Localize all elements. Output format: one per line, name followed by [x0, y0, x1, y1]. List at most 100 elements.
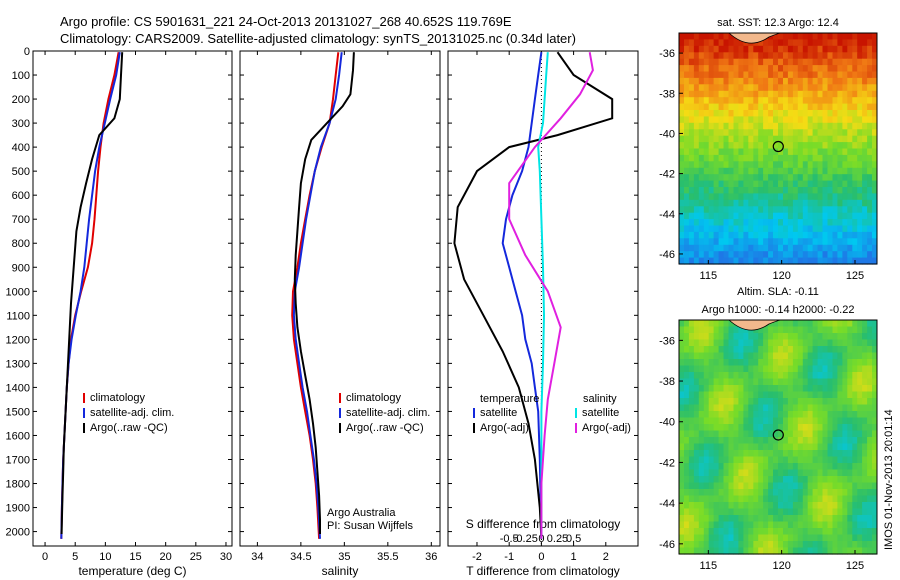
heatmap-cell [797, 206, 804, 214]
heatmap-cell [802, 469, 809, 477]
heatmap-cell [872, 359, 878, 367]
heatmap-cell [688, 508, 695, 516]
heatmap-cell [807, 430, 814, 438]
heatmap-cell [684, 231, 690, 239]
heatmap-cell [827, 352, 833, 360]
heatmap-cell [743, 521, 749, 529]
heatmap-cell [703, 122, 710, 130]
heatmap-cell [822, 365, 828, 373]
heatmap-cell [862, 206, 868, 214]
heatmap-cell [783, 326, 789, 334]
heatmap-cell [748, 528, 754, 536]
heatmap-cell [763, 352, 769, 360]
heatmap-cell [743, 326, 749, 334]
heatmap-cell [738, 391, 744, 399]
heatmap-cell [708, 430, 715, 438]
heatmap-cell [857, 528, 863, 536]
heatmap-cell [807, 161, 814, 169]
heatmap-cell [718, 135, 725, 143]
heatmap-cell [817, 443, 824, 451]
heatmap-cell [812, 148, 819, 156]
heatmap-cell [792, 450, 799, 458]
heatmap-cell [773, 103, 779, 111]
heatmap-cell [852, 238, 858, 246]
heatmap-cell [743, 495, 749, 503]
heatmap-cell [684, 515, 690, 523]
heatmap-cell [753, 521, 759, 529]
heatmap-cell [763, 385, 769, 393]
heatmap-cell [817, 476, 824, 484]
heatmap-cell [733, 90, 739, 98]
heatmap-cell [753, 154, 759, 162]
heatmap-cell [688, 122, 695, 130]
heatmap-cell [822, 187, 828, 194]
heatmap-cell [763, 476, 769, 484]
heatmap-cell [812, 193, 819, 201]
heatmap-cell [753, 547, 759, 555]
heatmap-cell [698, 333, 705, 341]
heatmap-cell [753, 352, 759, 360]
heatmap-cell [822, 212, 828, 220]
heatmap-cell [708, 528, 715, 536]
heatmap-cell [763, 58, 769, 66]
heatmap-cell [787, 225, 794, 233]
heatmap-cell [768, 515, 774, 523]
heatmap-cell [768, 469, 774, 477]
heatmap-cell [822, 411, 828, 419]
heatmap-cell [728, 430, 734, 438]
heatmap-cell [708, 333, 715, 341]
heatmap-cell [832, 320, 838, 328]
heatmap-cell [753, 219, 759, 227]
heatmap-cell [768, 161, 774, 169]
heatmap-cell [862, 187, 868, 194]
heatmap-cell [773, 437, 779, 445]
heatmap-cell [832, 97, 838, 105]
heatmap-cell [842, 476, 848, 484]
heatmap-cell [847, 339, 853, 347]
heatmap-cell [802, 122, 809, 130]
heatmap-cell [857, 534, 863, 542]
heatmap-cell [698, 339, 705, 347]
heatmap-cell [867, 528, 873, 536]
heatmap-cell [872, 84, 878, 92]
heatmap-cell [857, 443, 863, 451]
heatmap-cell [807, 33, 814, 40]
heatmap-cell [708, 385, 715, 393]
heatmap-cell [713, 528, 720, 536]
heatmap-cell [857, 142, 863, 150]
heatmap-cell [867, 135, 873, 143]
y-tick-label: 900 [12, 262, 30, 274]
heatmap-cell [688, 206, 695, 214]
heatmap-cell [773, 231, 779, 239]
heatmap-cell [812, 129, 819, 137]
heatmap-cell [703, 187, 710, 194]
heatmap-cell [698, 456, 705, 464]
heatmap-cell [733, 333, 739, 341]
heatmap-cell [748, 110, 754, 117]
heatmap-cell [688, 129, 695, 137]
heatmap-cell [684, 52, 690, 60]
heatmap-cell [783, 534, 789, 542]
heatmap-cell [763, 489, 769, 497]
heatmap-cell [713, 174, 720, 182]
heatmap-cell [698, 391, 705, 399]
heatmap-cell [753, 193, 759, 201]
heatmap-cell [852, 515, 858, 523]
heatmap-cell [797, 352, 804, 360]
heatmap-cell [862, 502, 868, 510]
heatmap-cell [733, 45, 739, 53]
heatmap-cell [693, 251, 700, 259]
heatmap-cell [723, 58, 729, 66]
heatmap-cell [713, 219, 720, 227]
heatmap-cell [713, 398, 720, 406]
heatmap-cell [723, 129, 729, 137]
heatmap-cell [693, 333, 700, 341]
heatmap-cell [827, 339, 833, 347]
heatmap-cell [822, 346, 828, 354]
heatmap-cell [693, 212, 700, 220]
heatmap-cell [832, 521, 838, 529]
heatmap-cell [787, 180, 794, 188]
heatmap-cell [802, 174, 809, 182]
heatmap-cell [783, 129, 789, 137]
heatmap-cell [718, 142, 725, 150]
